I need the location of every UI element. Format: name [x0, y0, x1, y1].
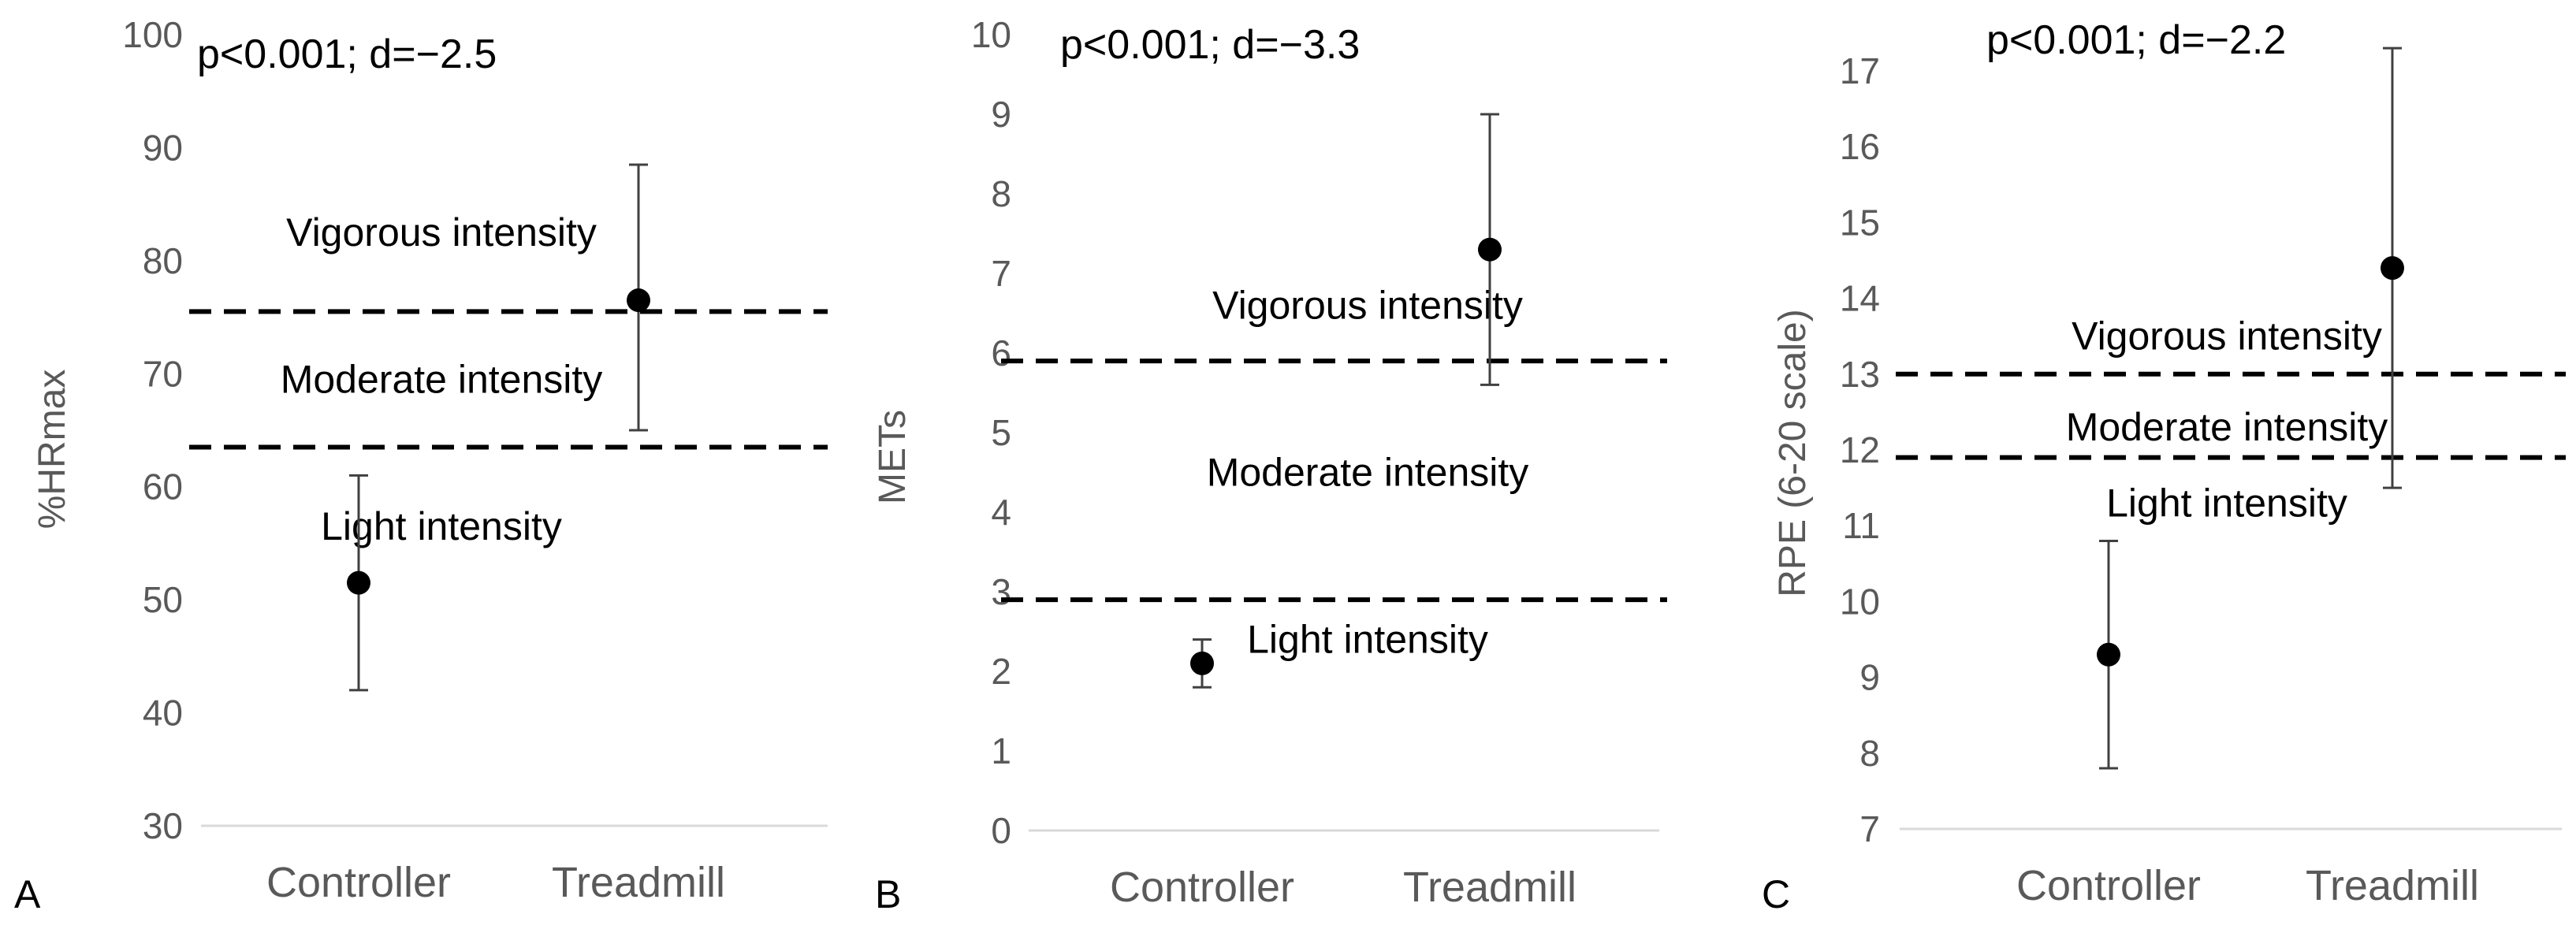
- data-point: [1190, 651, 1214, 675]
- y-tick-label: 60: [143, 466, 183, 507]
- y-tick-label: 8: [1859, 733, 1880, 774]
- y-tick-label: 50: [143, 579, 183, 620]
- x-category-label: Controller: [1110, 864, 1294, 911]
- data-point: [1478, 237, 1502, 262]
- chart-panel-B: 0 1 2 3 4 5 6 7 8 9 10 METs Controller Treadmill Vigor…: [872, 14, 1667, 916]
- y-tick-label: 30: [143, 805, 183, 846]
- panel-label: B: [875, 872, 901, 916]
- y-tick-label: 15: [1840, 202, 1880, 243]
- intensity-zone-label: Vigorous intensity: [2072, 314, 2382, 359]
- panel-label: C: [1762, 872, 1790, 916]
- y-tick-label: 70: [143, 353, 183, 394]
- y-tick-label: 5: [991, 412, 1011, 453]
- data-point: [627, 288, 650, 313]
- y-tick-label: 40: [143, 693, 183, 734]
- y-tick-label: 1: [991, 730, 1011, 771]
- y-tick-label: 9: [991, 94, 1011, 135]
- y-tick-label: 13: [1840, 354, 1880, 395]
- x-category-label: Treadmill: [552, 859, 725, 906]
- intensity-zone-label: Light intensity: [2106, 481, 2347, 525]
- y-tick-label: 10: [971, 14, 1011, 55]
- y-tick-label: 4: [991, 492, 1011, 533]
- y-tick-label: 6: [991, 333, 1011, 373]
- x-category-label: Treadmill: [1403, 864, 1576, 911]
- intensity-zone-label: Vigorous intensity: [1212, 283, 1523, 327]
- y-tick-label: 7: [991, 253, 1011, 294]
- y-tick-label: 7: [1859, 808, 1880, 849]
- y-tick-label: 11: [1842, 505, 1880, 546]
- y-tick-label: 17: [1840, 50, 1880, 91]
- intensity-zone-label: Light intensity: [321, 504, 562, 548]
- x-category-label: Controller: [266, 859, 451, 906]
- y-tick-label: 80: [143, 240, 183, 281]
- y-tick-label: 14: [1840, 278, 1880, 319]
- data-point: [2381, 256, 2404, 281]
- y-tick-label: 12: [1840, 429, 1880, 470]
- y-tick-label: 0: [991, 810, 1011, 851]
- stats-annotation: p<0.001; d=−2.5: [197, 32, 497, 77]
- y-tick-label: 9: [1859, 657, 1880, 698]
- stats-annotation: p<0.001; d=−3.3: [1060, 22, 1360, 68]
- intensity-zone-label: Moderate intensity: [281, 357, 603, 401]
- intensity-zone-label: Light intensity: [1247, 618, 1488, 662]
- y-axis-label: RPE (6-20 scale): [1772, 309, 1814, 596]
- y-tick-label: 10: [1840, 581, 1880, 622]
- chart-panel-C: 7 8 9 10 11 12 13 14 15 16 17 RPE (6-20 scale) Contr…: [1762, 17, 2566, 916]
- y-tick-label: 16: [1840, 126, 1880, 167]
- panel-label: A: [14, 872, 41, 916]
- intensity-zone-label: Moderate intensity: [1207, 451, 1529, 495]
- intensity-zone-label: Vigorous intensity: [286, 210, 597, 255]
- data-point: [2097, 642, 2120, 667]
- stats-annotation: p<0.001; d=−2.2: [1986, 17, 2286, 63]
- y-axis-label: METs: [872, 410, 914, 504]
- y-axis-label: %HRmax: [32, 370, 73, 530]
- x-category-label: Controller: [2016, 862, 2201, 909]
- y-tick-label: 8: [991, 173, 1011, 214]
- data-point: [347, 570, 370, 595]
- chart-panel-A: 30 40 50 60 70 80 90 100 %HRmax Controller Treadmi…: [14, 14, 828, 916]
- y-tick-label: 2: [991, 651, 1011, 692]
- x-category-label: Treadmill: [2306, 862, 2479, 909]
- intensity-zone-label: Moderate intensity: [2066, 405, 2388, 449]
- y-tick-label: 100: [122, 14, 183, 55]
- y-tick-label: 3: [991, 571, 1011, 612]
- y-tick-label: 90: [143, 127, 183, 168]
